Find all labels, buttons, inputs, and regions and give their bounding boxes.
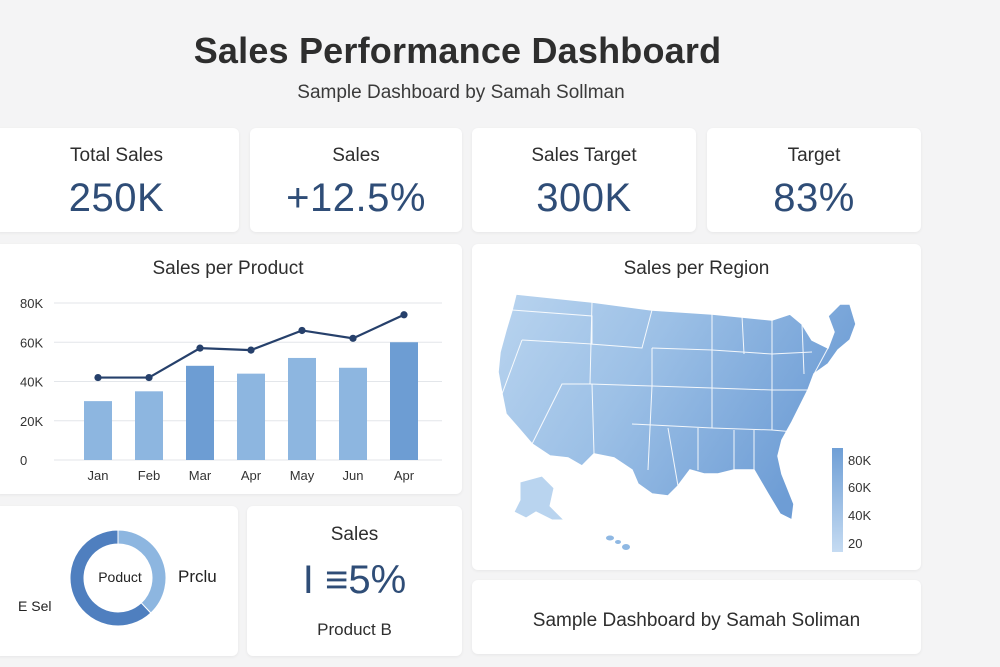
kpi-label: Total Sales bbox=[70, 145, 163, 166]
trend-point bbox=[400, 311, 408, 319]
bar bbox=[186, 365, 214, 460]
kpi-label: Sales bbox=[332, 145, 380, 166]
card-title: Sales bbox=[330, 524, 379, 545]
bar bbox=[237, 373, 265, 460]
y-tick-label: 60K bbox=[20, 335, 43, 350]
sales-product-card: Sales I ≡5% Product B bbox=[247, 506, 462, 656]
donut-slice bbox=[117, 529, 167, 614]
sales-per-product-chart: 0 20K 40K 60K 80K Jan Feb Mar Apr May Jun Apr bbox=[20, 296, 442, 483]
state-borders bbox=[501, 300, 829, 487]
trend-point bbox=[145, 373, 153, 382]
x-tick-label: Jan bbox=[88, 468, 109, 483]
map-legend-label: 20 bbox=[848, 536, 862, 551]
trend-point bbox=[298, 326, 306, 335]
kpi-value: +12.5% bbox=[286, 176, 426, 220]
map-legend-label: 40K bbox=[848, 508, 871, 523]
x-tick-label: May bbox=[290, 468, 315, 483]
x-tick-label: Jun bbox=[343, 468, 364, 483]
us-region-map: 80K 60K 40K 20 bbox=[497, 293, 871, 552]
footer-text: Sample Dashboard by Samah Soliman bbox=[532, 610, 861, 631]
donut-center-label: Poduct bbox=[98, 569, 142, 585]
bar bbox=[390, 342, 418, 460]
sales-per-region-panel: Sales per Region bbox=[472, 244, 921, 570]
product-donut-panel: Poduct Prclu E Sel bbox=[0, 506, 238, 656]
kpi-card-total-sales: Total Sales 250K bbox=[0, 128, 239, 232]
sales-per-product-panel: Sales per Product 0 20K 40K 60K 80K Jan Feb Mar… bbox=[0, 244, 462, 494]
y-tick-label: 40K bbox=[20, 375, 43, 390]
kpi-card-sales-growth: Sales +12.5% bbox=[250, 128, 462, 232]
bar bbox=[135, 391, 163, 460]
map-legend-label: 60K bbox=[848, 480, 871, 495]
x-tick-label: Feb bbox=[138, 468, 160, 483]
donut-side-label: Prclu bbox=[178, 567, 217, 586]
kpi-card-target: Target 83% bbox=[707, 128, 921, 232]
y-tick-label: 20K bbox=[20, 414, 43, 429]
x-tick-label: Apr bbox=[241, 468, 262, 483]
x-tick-label: Apr bbox=[394, 468, 415, 483]
kpi-card-sales-target: Sales Target 300K bbox=[472, 128, 696, 232]
dashboard-subtitle: Sample Dashboard by Samah Sollman bbox=[297, 82, 625, 103]
donut-slice bbox=[69, 529, 152, 627]
product-donut-chart: Poduct Prclu E Sel bbox=[18, 529, 217, 627]
card-value: I ≡5% bbox=[302, 558, 407, 602]
kpi-value: 250K bbox=[68, 176, 165, 220]
alaska-shape bbox=[513, 475, 566, 521]
map-legend-label: 80K bbox=[848, 453, 871, 468]
kpi-label: Target bbox=[787, 145, 841, 166]
kpi-value: 83% bbox=[773, 176, 855, 220]
kpi-value: 300K bbox=[536, 176, 632, 220]
trend-point bbox=[247, 346, 255, 354]
chart-title: Sales per Region bbox=[623, 258, 770, 279]
bar bbox=[288, 357, 316, 460]
trend-point bbox=[349, 334, 357, 342]
y-tick-label: 0 bbox=[20, 453, 27, 468]
chart-title: Sales per Product bbox=[152, 258, 304, 279]
hawaii-shape bbox=[606, 535, 630, 550]
trend-point bbox=[94, 373, 102, 382]
bar bbox=[339, 367, 367, 460]
donut-side-label: E Sel bbox=[18, 598, 51, 614]
kpi-label: Sales Target bbox=[531, 145, 637, 166]
x-tick-label: Mar bbox=[189, 468, 212, 483]
trend-point bbox=[196, 344, 204, 352]
footer-card: Sample Dashboard by Samah Soliman bbox=[472, 580, 921, 654]
bar bbox=[84, 401, 112, 460]
us-mainland-shape bbox=[497, 293, 857, 522]
y-tick-label: 80K bbox=[20, 296, 43, 311]
map-legend-gradient bbox=[832, 448, 843, 552]
card-caption: Product B bbox=[317, 620, 392, 639]
dashboard-title: Sales Performance Dashboard bbox=[193, 30, 722, 71]
